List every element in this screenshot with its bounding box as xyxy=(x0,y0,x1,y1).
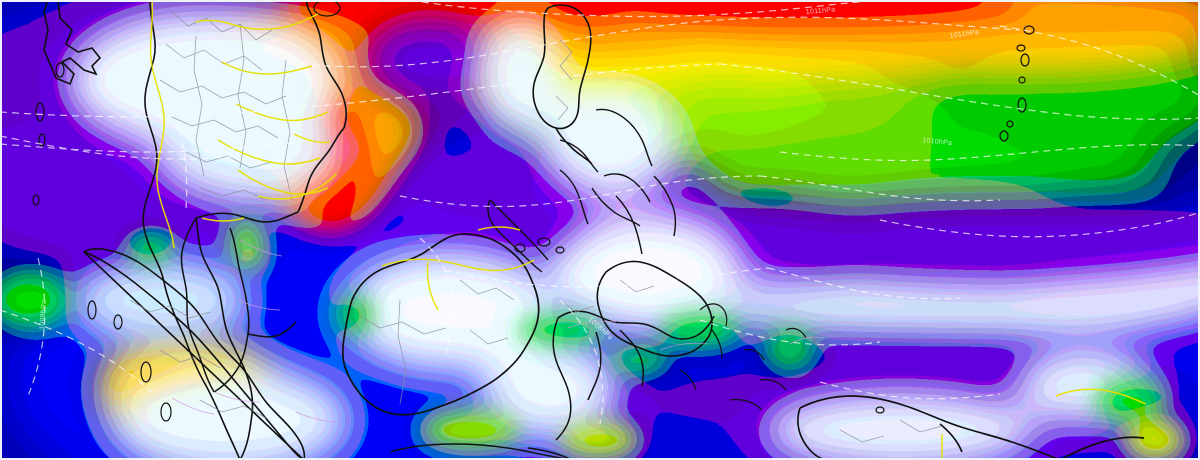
sulawesi-coastline xyxy=(552,310,715,441)
luzon-coastline xyxy=(532,4,593,165)
malay-peninsula-coastline xyxy=(180,217,297,393)
isobar-line-18 xyxy=(179,129,188,209)
sumatra-coastline xyxy=(82,247,306,460)
isobar-line-2 xyxy=(299,16,1021,68)
isobar-line-16 xyxy=(27,257,46,397)
isobar-line-8 xyxy=(0,135,241,160)
isobar-label-1: 1011hPa xyxy=(949,29,979,40)
isobar-line-12 xyxy=(443,267,769,288)
isobar-line-6 xyxy=(0,141,301,153)
secondary-boundaries xyxy=(171,239,825,423)
new-guinea-coastline xyxy=(797,395,1145,460)
isobar-line-4 xyxy=(999,25,1200,97)
borneo-coastline xyxy=(341,232,540,416)
isobar-label-0: 1011hPa xyxy=(806,6,836,16)
isobar-line-11 xyxy=(419,237,454,355)
offshore-islands xyxy=(32,0,1035,422)
highlighted-borders xyxy=(149,0,1147,460)
isobar-label-3: 1009hPa xyxy=(39,300,48,331)
isobar-line-7 xyxy=(779,144,1200,162)
isobar-line-20 xyxy=(819,381,1001,400)
isobar-line-14 xyxy=(559,299,604,425)
isobar-line-9 xyxy=(399,175,761,208)
mindanao-coastline xyxy=(596,260,713,357)
admin-boundaries xyxy=(129,9,943,443)
visayas-coastline xyxy=(559,108,677,255)
isobar-line-19 xyxy=(879,211,1200,238)
isobar-line-10 xyxy=(759,175,1001,202)
isobar-line-1 xyxy=(409,0,890,18)
isobar-labels: 1011hPa 1011hPa 1010hPa 1009hPa 1008hPa xyxy=(39,6,980,341)
isobar-label-4: 1008hPa xyxy=(587,316,614,341)
isobar-line-13 xyxy=(767,267,961,300)
isobar-line-3 xyxy=(0,63,721,118)
maluku-islands-coastline xyxy=(679,303,807,411)
isobar-line-17 xyxy=(699,319,881,346)
isobar-line-5 xyxy=(719,63,1200,120)
isobar-line-15 xyxy=(0,309,153,393)
isobar-label-2: 1010hPa xyxy=(922,137,953,147)
